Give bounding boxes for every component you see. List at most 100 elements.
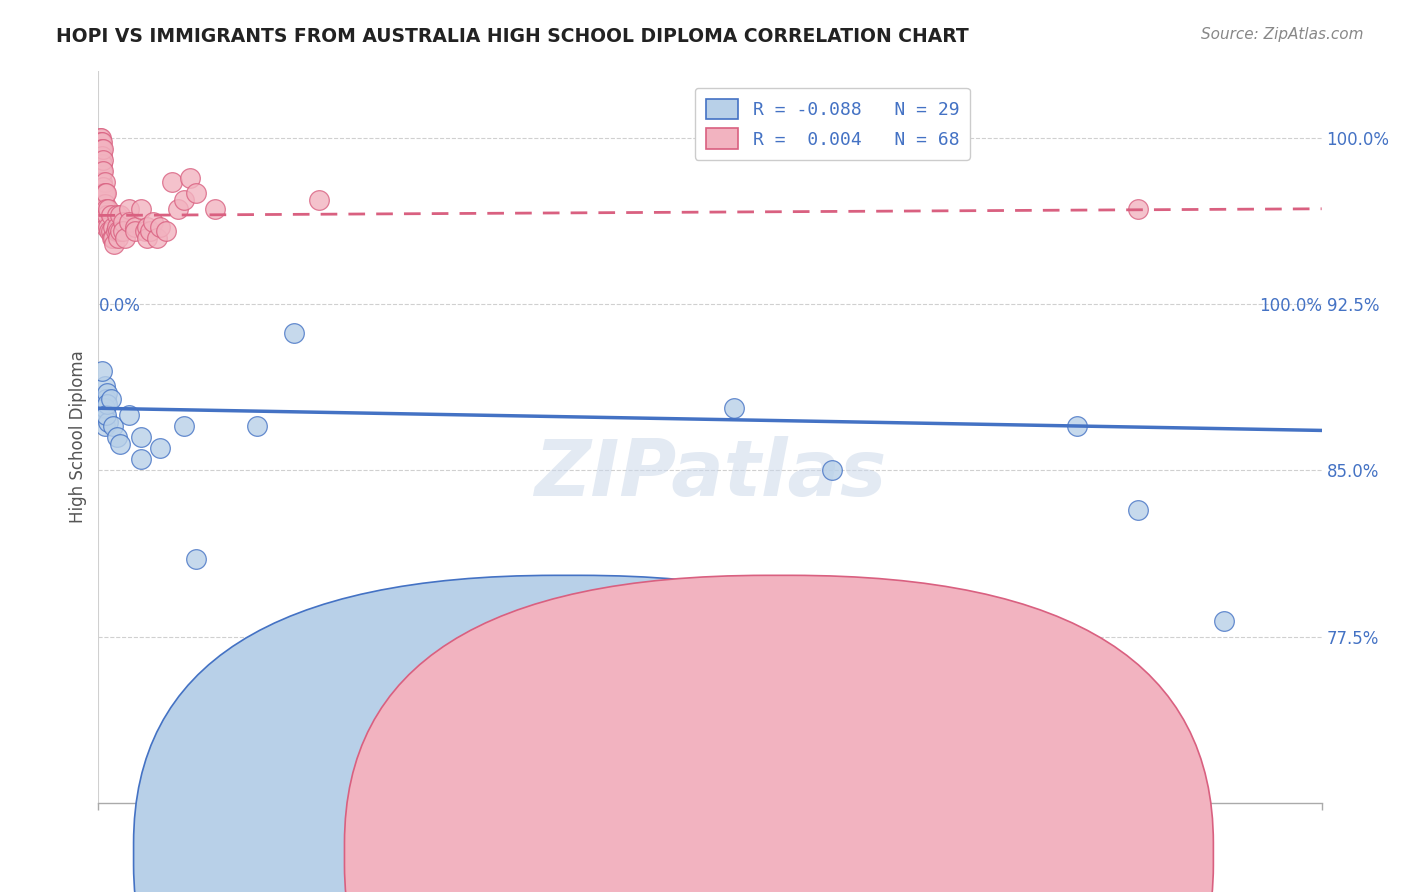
Point (91, 401, 114, 416)
Point (89, 136, 111, 150)
Point (186, 186, 208, 201)
Text: ZIPatlas: ZIPatlas (534, 435, 886, 512)
Point (136, 230, 159, 244)
Point (111, 215, 134, 229)
Text: HOPI VS IMMIGRANTS FROM AUSTRALIA HIGH SCHOOL DIPLOMA CORRELATION CHART: HOPI VS IMMIGRANTS FROM AUSTRALIA HIGH S… (56, 27, 969, 45)
Point (94, 408, 117, 422)
Point (146, 230, 169, 244)
Point (139, 224, 162, 238)
Point (97, 219, 120, 234)
Point (204, 202, 226, 216)
Point (114, 230, 136, 244)
Point (173, 193, 195, 207)
Point (91, 179, 114, 194)
Point (136, 219, 159, 234)
Text: Immigrants from Australia: Immigrants from Australia (801, 845, 1038, 863)
Point (186, 552, 208, 566)
Point (129, 452, 152, 467)
Point (90, 153, 112, 167)
Point (89, 139, 111, 153)
Point (110, 436, 132, 450)
Point (101, 230, 124, 244)
Point (93, 209, 115, 223)
Point (93, 186, 115, 201)
Point (124, 224, 146, 238)
Point (167, 202, 190, 216)
Point (283, 326, 305, 340)
Point (149, 441, 172, 455)
Point (124, 219, 146, 234)
Text: 100.0%: 100.0% (1258, 297, 1322, 315)
Point (96, 397, 118, 411)
Point (105, 209, 128, 223)
Point (94, 392, 117, 407)
Point (101, 419, 124, 434)
Point (1066, 419, 1088, 434)
Point (91, 363, 114, 377)
Point (111, 224, 134, 238)
Point (91, 164, 114, 178)
Point (104, 224, 127, 238)
Point (100, 392, 122, 407)
Point (723, 401, 745, 416)
Point (94, 219, 117, 234)
Point (91, 397, 114, 411)
Point (91, 202, 114, 216)
Point (100, 224, 122, 238)
Point (100, 209, 122, 223)
Point (821, 463, 844, 477)
Point (101, 230, 124, 244)
Point (90, 136, 112, 150)
Point (97, 202, 120, 216)
Point (1128, 503, 1150, 517)
Point (89, 131, 111, 145)
Point (118, 408, 141, 422)
Point (98, 224, 121, 238)
Point (246, 419, 269, 434)
Point (91, 157, 114, 171)
Point (91, 142, 114, 156)
Point (129, 430, 152, 444)
Text: 0.0%: 0.0% (98, 297, 141, 315)
Point (179, 170, 201, 185)
Point (93, 419, 115, 434)
Point (90, 142, 112, 156)
Point (93, 197, 115, 211)
Point (91, 197, 114, 211)
Point (96, 385, 118, 400)
Point (149, 219, 172, 234)
Point (1212, 614, 1234, 628)
Point (110, 224, 132, 238)
Point (93, 379, 115, 393)
Point (173, 419, 195, 434)
Point (160, 175, 183, 189)
Point (134, 224, 156, 238)
Point (93, 401, 115, 416)
Point (105, 430, 128, 444)
Point (107, 230, 129, 244)
Point (97, 415, 120, 429)
Point (93, 175, 115, 189)
Point (91, 175, 114, 189)
Point (94, 202, 117, 216)
Point (129, 202, 152, 216)
Point (91, 136, 114, 150)
Point (110, 209, 132, 223)
Point (103, 237, 125, 252)
Legend: R = -0.088   N = 29, R =  0.004   N = 68: R = -0.088 N = 29, R = 0.004 N = 68 (695, 87, 970, 160)
Point (101, 219, 124, 234)
Point (142, 215, 165, 229)
Point (155, 224, 177, 238)
Point (105, 219, 128, 234)
Point (90, 131, 112, 145)
Point (107, 224, 129, 238)
Point (91, 153, 114, 167)
Point (118, 202, 141, 216)
Point (1128, 202, 1150, 216)
Point (91, 164, 114, 178)
Point (91, 142, 114, 156)
Point (118, 215, 141, 229)
Point (96, 209, 118, 223)
Text: Source: ZipAtlas.com: Source: ZipAtlas.com (1201, 27, 1364, 42)
Point (91, 186, 114, 201)
